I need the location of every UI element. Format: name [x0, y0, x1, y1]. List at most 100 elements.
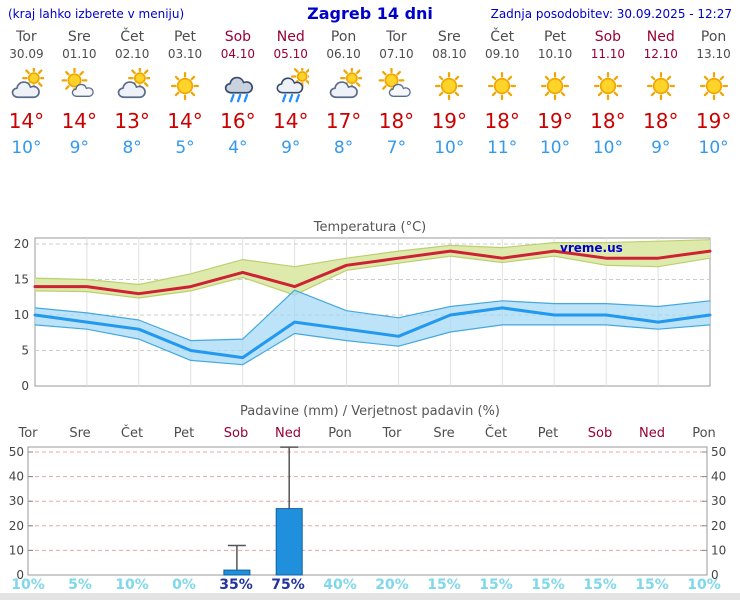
cloud-sun-icon: [0, 62, 53, 106]
day-column: Čet 02.10 13° 8°: [106, 28, 159, 162]
temp-min: 8°: [333, 138, 354, 158]
temp-max: 18°: [378, 109, 415, 133]
precip-day-label: Sre: [433, 426, 455, 441]
precip-day-label: Pet: [537, 426, 559, 441]
sun-icon: [423, 62, 476, 106]
day-name: Čet: [490, 29, 515, 45]
temp-min: 10°: [698, 138, 729, 158]
day-name: Sob: [594, 29, 622, 45]
day-name: Tor: [16, 29, 37, 45]
day-date: 09.10: [484, 47, 520, 61]
sun-icon: [581, 62, 634, 106]
cloud-sun-icon: [317, 62, 370, 106]
day-name: Pet: [544, 29, 567, 45]
precip-y-tick-right: 0: [711, 568, 719, 582]
temp-min: 8°: [122, 138, 142, 158]
temp-max: 16°: [220, 109, 256, 133]
precip-y-tick-right: 40: [711, 470, 726, 484]
day-date: 30.09: [9, 47, 44, 61]
precip-y-tick-left: 30: [9, 494, 24, 508]
precip-probability: 10%: [11, 577, 45, 593]
day-column: Pon 13.10 19° 10°: [687, 28, 740, 162]
sun-cloud-icon: [370, 62, 423, 106]
page-title: Zagreb 14 dni: [307, 4, 433, 23]
temp-max: 13°: [114, 109, 150, 133]
precipitation-chart-title: Padavine (mm) / Verjetnost padavin (%): [240, 404, 500, 419]
sun-icon-svg: [699, 71, 728, 101]
precip-bar: [223, 569, 251, 576]
temp-max: 14°: [167, 109, 203, 133]
temp-max: 18°: [643, 109, 679, 133]
day-date: 10.10: [537, 47, 573, 61]
day-name: Ned: [646, 29, 675, 45]
watermark-link[interactable]: vreme.us: [560, 241, 623, 255]
day-name: Pet: [173, 29, 197, 45]
day-name: Tor: [386, 29, 407, 45]
precip-probability: 15%: [635, 577, 669, 593]
sun-icon-svg: [435, 71, 464, 101]
sun-icon-svg: [593, 71, 622, 101]
cloud-sun-icon-svg: [329, 68, 362, 99]
precip-probability: 35%: [219, 577, 253, 593]
temp-max: 18°: [590, 109, 626, 133]
sun-rain-icon-svg: [276, 68, 309, 103]
sun-rain-icon: [264, 62, 317, 106]
sun-cloud-icon-svg: [379, 68, 412, 97]
cloud-sun-icon-svg: [117, 68, 151, 99]
precip-y-tick-right: 30: [711, 494, 726, 508]
last-update-timestamp: Zadnja posodobitev: 30.09.2025 - 12:27: [490, 7, 732, 21]
sun-cloud-icon: [53, 62, 106, 106]
precip-probability: 15%: [479, 577, 513, 593]
temp-min: 10°: [434, 138, 465, 158]
day-column: Ned 12.10 18° 9°: [634, 28, 687, 162]
day-name: Sre: [67, 29, 91, 45]
day-column: Tor 07.10 18° 7°: [370, 28, 423, 162]
temp-max: 14°: [273, 109, 309, 133]
day-column: Sre 08.10 19° 10°: [423, 28, 476, 162]
day-column: Pon 06.10 17° 8°: [317, 28, 370, 162]
sun-icon: [159, 62, 212, 106]
precip-probability: 75%: [271, 577, 305, 593]
day-date: 05.10: [273, 47, 308, 61]
day-date: 03.10: [167, 47, 203, 61]
precip-probability-row: 10% 5% 10% 0% 35% 75% 40% 20% 15% 15% 15% 15% 15% 10%: [2, 577, 730, 593]
cloud-sun-icon-svg: [12, 68, 45, 99]
sun-icon-svg: [646, 71, 675, 101]
day-date: 07.10: [379, 47, 414, 61]
temp-min: 5°: [175, 138, 195, 158]
day-name: Čet: [120, 29, 145, 45]
precip-probability: 15%: [531, 577, 565, 593]
precip-probability: 15%: [583, 577, 617, 593]
sun-icon: [634, 62, 687, 106]
day-date: 08.10: [432, 47, 467, 61]
precip-day-label: Sob: [223, 426, 249, 441]
temp-max: 19°: [537, 109, 573, 133]
sun-icon: [476, 62, 529, 106]
day-date: 11.10: [590, 47, 626, 61]
precip-y-tick-right: 50: [711, 446, 726, 459]
day-column: Ned 05.10 14° 9°: [264, 28, 317, 162]
precip-day-label: Tor: [382, 426, 402, 441]
precip-y-tick-left: 20: [9, 519, 24, 533]
precip-plot-area: [27, 446, 708, 576]
precip-probability: 40%: [323, 577, 357, 593]
temp-max: 17°: [325, 109, 362, 133]
precip-day-label: Pon: [328, 426, 352, 441]
temp-max: 14°: [8, 109, 45, 133]
day-name: Sre: [437, 29, 461, 45]
precip-probability: 5%: [68, 577, 92, 593]
sun-cloud-icon-svg: [61, 68, 95, 97]
precip-day-labels-row: Tor Sre Čet Pet Sob Ned Pon Tor Sre Čet Pet Sob Ned P…: [2, 426, 730, 441]
temp-min: 9°: [69, 138, 89, 158]
precip-day-label: Tor: [18, 426, 38, 441]
precip-day-label: Sre: [69, 426, 91, 441]
day-column: Pet 03.10 14° 5°: [159, 28, 212, 162]
temperature-chart: 0 5 10 15 20 vreme.us: [14, 237, 712, 393]
day-name: Pon: [700, 29, 727, 45]
precip-probability: 15%: [427, 577, 461, 593]
temp-max: 19°: [431, 109, 468, 133]
footer-bar: [0, 593, 740, 600]
temp-min: 4°: [228, 138, 248, 158]
rain-icon-svg: [224, 76, 253, 103]
day-date: 06.10: [326, 47, 361, 61]
